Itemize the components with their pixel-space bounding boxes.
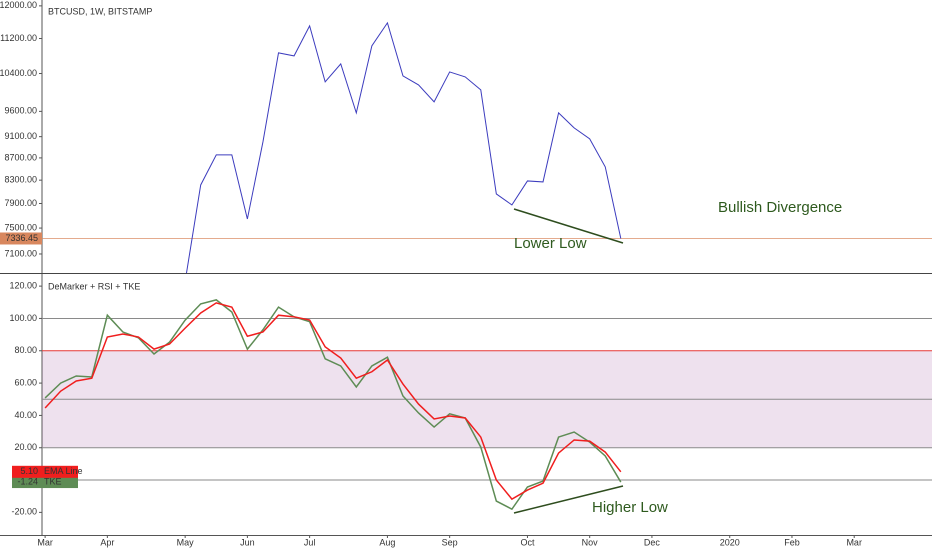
y-tick-label: 8700.00 (4, 152, 37, 162)
x-tick-label: Mar (37, 537, 53, 547)
y-tick-label: 20.00 (14, 442, 37, 452)
last-value-tag (12, 476, 78, 489)
x-tick-label: May (177, 537, 195, 547)
x-tick-label: Mar (846, 537, 862, 547)
oscillator-pane (42, 299, 932, 511)
annotation: Higher Low (592, 499, 668, 516)
y-tick-label: 10400.00 (0, 68, 37, 78)
series-line (44, 299, 622, 511)
indicator-title: DeMarker + RSI + TKE (48, 281, 140, 291)
series-line (185, 21, 622, 273)
y-tick-label: 7100.00 (4, 248, 37, 258)
y-tick-label: 8300.00 (4, 175, 37, 185)
axes: 12000.00 11200.00 10400.00 9600.00 9100.00 87… (0, 0, 862, 547)
price-pane (42, 21, 932, 273)
series-line (44, 302, 622, 501)
x-tick-label: 2020 (720, 537, 740, 547)
y-tick-label: 12000.00 (0, 0, 37, 10)
x-tick-label: Aug (379, 537, 395, 547)
y-tick-label: 11200.00 (0, 33, 37, 43)
x-tick-label: Sep (442, 537, 458, 547)
y-tick-label: 40.00 (14, 410, 37, 420)
last-value-label: 5.10 (20, 466, 38, 476)
chart-title: BTCUSD, 1W, BITSTAMP (48, 6, 152, 16)
x-tick-label: Nov (582, 537, 599, 547)
legend-entry: EMA Line (44, 466, 83, 476)
x-tick-label: Jul (304, 537, 316, 547)
y-tick-label: 7900.00 (4, 198, 37, 208)
y-tick-label: -20.00 (11, 507, 37, 517)
y-tick-label: 120.00 (9, 280, 37, 290)
y-tick-label: 80.00 (14, 345, 37, 355)
x-tick-label: Jun (240, 537, 255, 547)
annotation: Lower Low (514, 235, 587, 252)
x-tick-label: Apr (100, 537, 114, 547)
y-tick-label: 60.00 (14, 377, 37, 387)
annotation: Bullish Divergence (718, 199, 842, 216)
last-price-tag (0, 232, 42, 245)
y-tick-label: 9600.00 (4, 106, 37, 116)
last-value-label: -1.24 (17, 476, 38, 486)
trend-line (513, 208, 624, 244)
y-tick-label: 7500.00 (4, 222, 37, 232)
last-value-tag (12, 465, 78, 478)
legend-entry: TKE (44, 476, 62, 486)
y-tick-label: 100.00 (9, 313, 37, 323)
last-price-label: 7336.45 (5, 233, 38, 243)
x-tick-label: Feb (784, 537, 800, 547)
x-tick-label: Dec (644, 537, 661, 547)
x-tick-label: Oct (520, 537, 535, 547)
trend-line (513, 485, 624, 514)
y-tick-label: 9100.00 (4, 131, 37, 141)
